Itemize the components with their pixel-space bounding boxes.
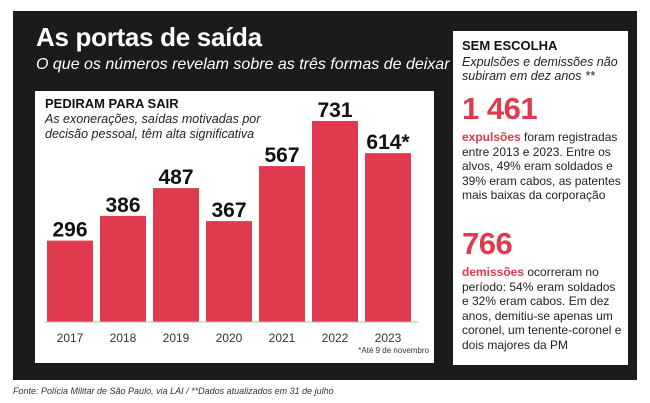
bar-2020 (206, 221, 252, 322)
bar-value-label: 731 (317, 99, 352, 122)
chart-title: PEDIRAM PARA SAIR (45, 96, 179, 111)
chart-subtitle: As exonerações, saídas motivadas por dec… (45, 112, 261, 141)
expulsions-keyword: expulsões (462, 130, 521, 144)
side-subtitle: Expulsões e demissões não subiram em dez… (462, 55, 618, 83)
expulsions-text: expulsões foram registradas entre 2013 e… (462, 130, 622, 203)
bar-value-label: 367 (211, 199, 246, 222)
bar-2023 (365, 153, 411, 322)
x-tick-label: 2017 (57, 331, 84, 345)
bar-2018 (100, 215, 146, 322)
dismissals-number: 766 (462, 226, 513, 261)
expulsions-description: foram registradas entre 2013 e 2023. Ent… (462, 130, 621, 202)
bar-2022 (312, 121, 358, 322)
bar-2019 (153, 188, 199, 322)
main-subtitle: O que os números revelam sobre as três f… (36, 56, 492, 73)
chart-footnote: *Até 9 de novembro (358, 346, 429, 355)
x-tick-label: 2020 (216, 331, 243, 345)
bar-value-label: 296 (52, 219, 87, 242)
bar-2021 (259, 166, 305, 322)
side-panel (453, 31, 628, 365)
bar-value-label: 386 (105, 194, 140, 217)
x-tick-label: 2023 (375, 331, 402, 345)
dismissals-keyword: demissões (462, 265, 525, 279)
bar-chart: 296 2017 386 2018 487 2019 367 2020 567 2021 731 20… (45, 99, 430, 355)
side-title: SEM ESCOLHA (462, 38, 558, 53)
main-title: As portas de saída (36, 22, 262, 52)
bar-2017 (47, 240, 93, 322)
bar-value-label: 614* (366, 131, 410, 154)
bar-value-label: 567 (264, 144, 299, 167)
source-note: Fonte: Polícia Militar de São Paulo, via… (13, 386, 334, 396)
x-tick-label: 2021 (269, 331, 296, 345)
dismissals-text: demissões ocorreram no período: 54% eram… (462, 265, 622, 352)
expulsions-number: 1 461 (462, 91, 538, 126)
x-tick-label: 2018 (110, 331, 137, 345)
x-tick-label: 2022 (322, 331, 349, 345)
x-tick-label: 2019 (163, 331, 190, 345)
dismissals-description: ocorreram no período: 54% eram soldados … (462, 265, 622, 352)
bar-value-label: 487 (158, 166, 193, 189)
